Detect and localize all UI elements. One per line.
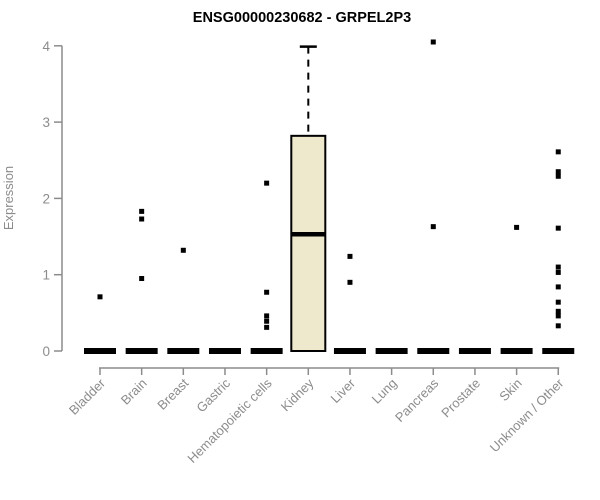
outlier-point-hematopoietic-cells: [264, 324, 270, 330]
outlier-point-pancreas: [430, 224, 436, 230]
x-tick-label-kidney: Kidney: [278, 375, 317, 414]
zero-bar-unknown-other: [542, 348, 575, 354]
x-tick-label-prostate: Prostate: [438, 376, 483, 421]
y-tick-label-1: 1: [42, 268, 50, 283]
outlier-point-unknown-other: [555, 284, 561, 290]
outlier-point-brain: [139, 276, 145, 282]
outlier-point-bladder: [97, 294, 103, 300]
y-tick-label-0: 0: [42, 344, 50, 359]
outlier-point-pancreas: [430, 39, 436, 45]
y-axis-label: Expression: [1, 166, 16, 230]
zero-bar-bladder: [84, 348, 116, 354]
box-rect-kidney: [290, 134, 327, 352]
outlier-point-brain: [139, 216, 145, 222]
outlier-point-unknown-other: [555, 299, 561, 305]
y-tick-label-2: 2: [42, 191, 50, 206]
zero-bar-skin: [500, 348, 533, 354]
zero-bar-hematopoietic-cells: [250, 348, 283, 354]
zero-bar-gastric: [208, 348, 241, 354]
zero-bar-brain: [125, 348, 158, 354]
y-tick-label-3: 3: [42, 115, 50, 130]
zero-bar-breast: [167, 348, 200, 354]
outlier-point-skin: [514, 224, 520, 230]
zero-bar-liver: [333, 348, 366, 354]
zero-bar-prostate: [458, 348, 491, 354]
zero-bar-lung: [375, 348, 408, 354]
outlier-point-hematopoietic-cells: [264, 180, 270, 186]
outlier-point-unknown-other: [555, 173, 561, 179]
x-tick-label-bladder: Bladder: [66, 375, 109, 418]
x-tick-label-skin: Skin: [496, 376, 524, 404]
x-tick-label-brain: Brain: [118, 376, 150, 408]
x-tick-label-liver: Liver: [328, 375, 359, 406]
outlier-point-unknown-other: [555, 149, 561, 155]
outlier-point-unknown-other: [555, 308, 561, 314]
x-tick-label-breast: Breast: [154, 375, 191, 412]
outlier-point-unknown-other: [555, 264, 561, 270]
outlier-point-unknown-other: [555, 313, 561, 319]
x-tick-label-lung: Lung: [369, 376, 400, 407]
x-tick-label-pancreas: Pancreas: [392, 375, 442, 425]
outlier-point-liver: [347, 279, 353, 285]
x-tick-label-unknown-other: Unknown / Other: [487, 375, 567, 455]
outlier-point-brain: [139, 208, 145, 214]
outlier-point-hematopoietic-cells: [264, 313, 270, 319]
y-tick-label-4: 4: [42, 39, 50, 54]
zero-bar-pancreas: [417, 348, 450, 354]
outlier-point-unknown-other: [555, 169, 561, 175]
outlier-point-unknown-other: [555, 323, 561, 329]
outlier-point-breast: [180, 247, 186, 253]
x-tick-label-gastric: Gastric: [193, 375, 233, 415]
outlier-point-hematopoietic-cells: [264, 318, 270, 324]
outlier-point-hematopoietic-cells: [264, 289, 270, 295]
chart-title: ENSG00000230682 - GRPEL2P3: [193, 10, 411, 26]
outlier-point-unknown-other: [555, 269, 561, 275]
outlier-point-liver: [347, 253, 353, 259]
outlier-point-unknown-other: [555, 225, 561, 231]
